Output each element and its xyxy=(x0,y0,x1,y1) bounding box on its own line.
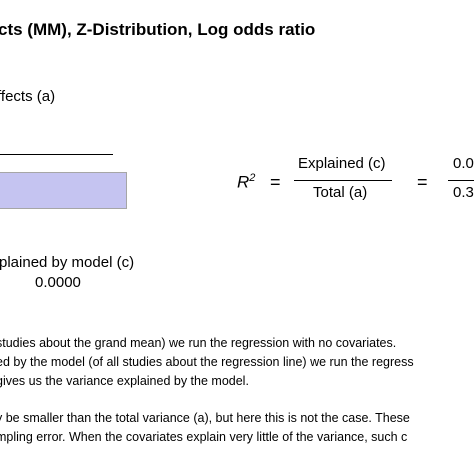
explained-by-model-label: plained by model (c) xyxy=(0,254,135,271)
section-label-total-effects: ffects (a) xyxy=(0,88,56,105)
r-symbol: R xyxy=(237,172,250,192)
r-squared-exponent: 2 xyxy=(249,172,256,184)
note-line: mpling error. When the covariates explai… xyxy=(0,430,408,444)
value-numerator: 0.0 xyxy=(453,155,474,172)
note-line: gives us the variance explained by the m… xyxy=(0,374,249,388)
fraction-denominator: Total (a) xyxy=(313,184,368,201)
value-denominator: 0.3 xyxy=(453,184,474,201)
fraction-numerator: Explained (c) xyxy=(298,155,386,172)
value-fraction-bar xyxy=(448,180,474,181)
fraction-bar xyxy=(294,180,392,181)
divider-line xyxy=(0,154,113,155)
equals-sign: = xyxy=(270,172,281,192)
note-line: y be smaller than the total variance (a)… xyxy=(0,411,410,425)
equals-sign-2: = xyxy=(417,172,428,192)
note-line: studies about the grand mean) we run the… xyxy=(0,336,397,350)
shaded-value-cell[interactable] xyxy=(0,172,127,209)
note-line: ed by the model (of all studies about th… xyxy=(0,355,414,369)
explained-by-model-value: 0.0000 xyxy=(35,274,81,291)
r-squared-symbol: R2 xyxy=(237,172,255,193)
page-title: cts (MM), Z-Distribution, Log odds ratio xyxy=(0,20,316,39)
